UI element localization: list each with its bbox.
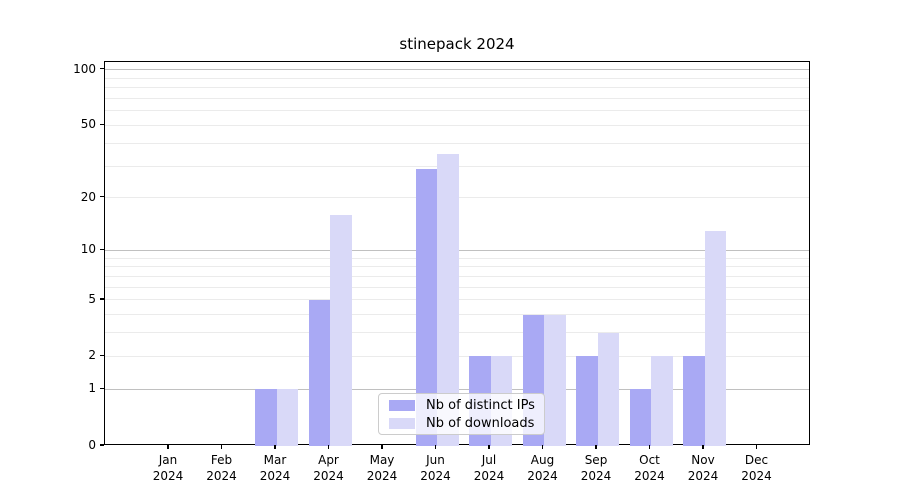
chart-title: stinepack 2024 bbox=[399, 35, 515, 53]
x-tick-mark bbox=[274, 445, 276, 449]
y-tick-label: 100 bbox=[73, 61, 96, 76]
y-tick-label: 20 bbox=[80, 189, 96, 204]
x-tick-year: 2024 bbox=[366, 469, 398, 483]
gridline-minor bbox=[105, 87, 809, 89]
bar-nov-downloads bbox=[704, 230, 726, 446]
x-tick-label: Nov 2024 bbox=[687, 453, 719, 483]
y-tick-mark bbox=[99, 248, 104, 251]
y-tick-label: 2 bbox=[88, 348, 96, 363]
x-tick-year: 2024 bbox=[313, 469, 344, 483]
y-tick-mark bbox=[99, 444, 104, 446]
y-tick-mark bbox=[99, 68, 104, 70]
y-tick-mark bbox=[99, 298, 104, 300]
legend-label-downloads: Nb of downloads bbox=[426, 415, 535, 431]
x-tick-mark bbox=[755, 445, 758, 449]
x-tick-mark bbox=[434, 445, 437, 449]
x-tick-label: Jul 2024 bbox=[473, 453, 505, 483]
bar-oct-downloads bbox=[651, 356, 673, 446]
y-tick-label: 0 bbox=[88, 438, 96, 452]
x-tick-year: 2024 bbox=[634, 469, 665, 483]
x-tick-mark bbox=[541, 445, 544, 449]
bar-jun-downloads bbox=[437, 153, 459, 446]
x-tick-year: 2024 bbox=[259, 469, 291, 483]
x-tick-year: 2024 bbox=[473, 469, 505, 483]
x-tick-label: Feb 2024 bbox=[206, 453, 237, 483]
y-tick-label: 50 bbox=[80, 117, 96, 132]
bar-mar-downloads bbox=[276, 389, 298, 446]
x-tick-label: Aug 2024 bbox=[527, 453, 558, 483]
y-tick-label: 5 bbox=[88, 291, 96, 306]
x-tick-label: Apr 2024 bbox=[313, 453, 344, 483]
bar-aug-downloads bbox=[544, 314, 566, 446]
x-tick-mark bbox=[595, 445, 597, 449]
x-tick-label: Oct 2024 bbox=[634, 453, 665, 483]
y-tick-label: 1 bbox=[88, 381, 96, 396]
legend-swatch-downloads bbox=[389, 417, 415, 429]
gridline-minor bbox=[105, 77, 809, 79]
bar-sep-ips bbox=[576, 356, 598, 446]
x-tick-label: Jun 2024 bbox=[420, 453, 451, 483]
y-tick-mark bbox=[99, 387, 104, 390]
x-tick-mark bbox=[167, 445, 169, 449]
bar-sep-downloads bbox=[597, 332, 619, 446]
x-tick-mark bbox=[381, 445, 383, 449]
y-tick-mark bbox=[99, 196, 104, 198]
x-tick-label: May 2024 bbox=[366, 453, 398, 483]
x-tick-label: Mar 2024 bbox=[259, 453, 291, 483]
legend-entry-distinct-ips: Nb of distinct IPs bbox=[387, 398, 536, 413]
y-tick-mark bbox=[99, 123, 104, 126]
x-tick-year: 2024 bbox=[420, 469, 451, 483]
bar-nov-ips bbox=[683, 356, 705, 446]
x-tick-year: 2024 bbox=[527, 469, 558, 483]
bar-mar-ips bbox=[255, 389, 277, 446]
legend-label-distinct-ips: Nb of distinct IPs bbox=[426, 397, 535, 413]
gridline-minor bbox=[105, 110, 809, 112]
x-tick-mark bbox=[327, 445, 330, 449]
bar-apr-downloads bbox=[330, 214, 352, 446]
gridline-major bbox=[105, 69, 809, 71]
legend: Nb of distinct IPs Nb of downloads bbox=[378, 393, 545, 435]
x-tick-year: 2024 bbox=[687, 469, 719, 483]
y-tick-label: 10 bbox=[80, 242, 96, 257]
x-tick-mark bbox=[702, 445, 704, 449]
gridline-minor bbox=[105, 142, 809, 144]
legend-entry-downloads: Nb of downloads bbox=[387, 416, 536, 431]
x-tick-year: 2024 bbox=[206, 469, 237, 483]
gridline-minor bbox=[105, 97, 809, 99]
bar-oct-ips bbox=[629, 389, 651, 446]
x-tick-mark bbox=[488, 445, 490, 449]
x-tick-label: Sep 2024 bbox=[580, 453, 612, 483]
x-tick-mark bbox=[648, 445, 651, 449]
bar-jun-ips bbox=[415, 168, 437, 446]
bar-apr-ips bbox=[308, 299, 330, 446]
x-tick-mark bbox=[220, 445, 223, 449]
x-tick-year: 2024 bbox=[580, 469, 612, 483]
gridline-minor bbox=[105, 124, 809, 126]
legend-swatch-distinct-ips bbox=[389, 399, 415, 411]
x-tick-label: Dec 2024 bbox=[741, 453, 772, 483]
y-tick-mark bbox=[99, 354, 104, 357]
x-tick-year: 2024 bbox=[152, 469, 184, 483]
x-tick-year: 2024 bbox=[741, 469, 772, 483]
plot-area bbox=[104, 61, 810, 446]
x-tick-label: Jan 2024 bbox=[152, 453, 184, 483]
